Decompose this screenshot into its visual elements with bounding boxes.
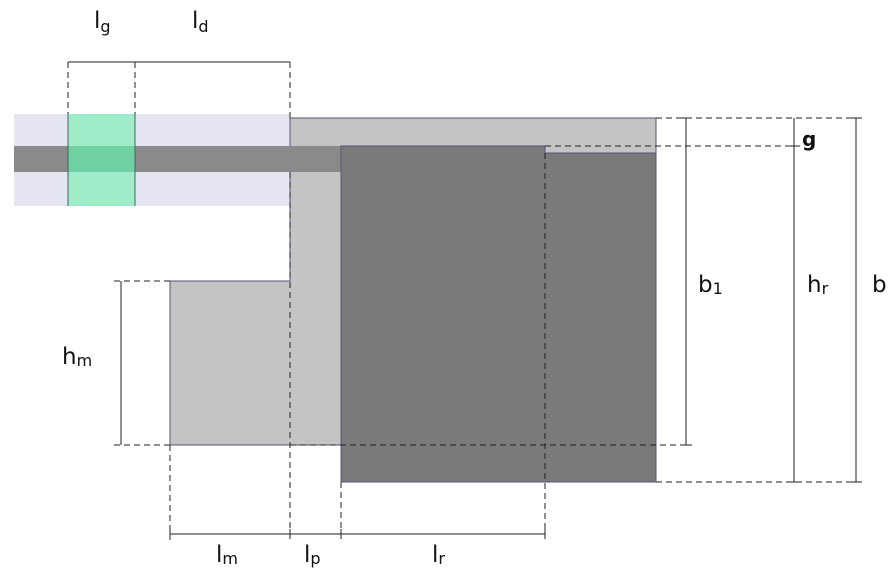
label-b1: b1: [698, 272, 723, 298]
label-lr: lr: [432, 542, 445, 568]
label-lp: lp: [304, 542, 321, 568]
label-g: g: [802, 127, 816, 151]
label-lm: lm: [216, 542, 238, 568]
label-lg: lg: [94, 8, 111, 36]
label-hr: hr: [807, 272, 829, 298]
gap-highlight-core: [68, 146, 135, 172]
dark-body: [340, 145, 657, 483]
label-ld: ld: [192, 8, 209, 36]
label-b: b: [872, 272, 887, 298]
label-hm: hm: [62, 344, 92, 370]
shaft-band: [14, 146, 342, 172]
